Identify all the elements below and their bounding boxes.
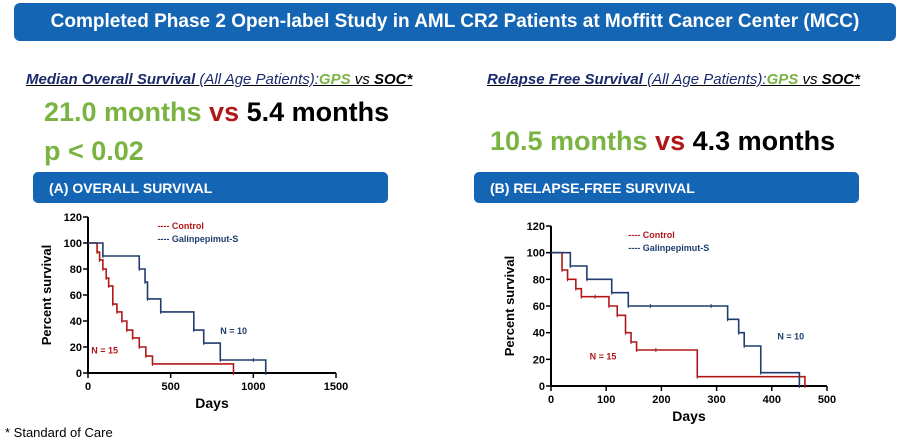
b-series-galinpepimut-line (551, 251, 801, 386)
a-y-tick-label: 40 (70, 316, 82, 328)
a-x-tick-label: 1500 (324, 381, 348, 393)
left-header: Median Overall Survival (All Age Patient… (26, 71, 412, 88)
right-header-gps: GPS (766, 71, 799, 88)
b-y-tick-label: 120 (527, 221, 545, 233)
left-result-soc: 5.4 months (246, 97, 390, 127)
a-annotation: N = 10 (220, 326, 247, 336)
a-y-tick-label: 120 (64, 212, 82, 224)
left-header-vs: vs (350, 71, 374, 88)
a-series-galinpepimut-line (88, 242, 267, 373)
a-y-tick-label: 100 (64, 238, 82, 250)
right-header: Relapse Free Survival (All Age Patients)… (487, 71, 860, 88)
b-y-axis-label: Percent survival (502, 256, 517, 356)
a-y-tick-label: 60 (70, 290, 82, 302)
a-x-tick-label: 1000 (241, 381, 265, 393)
a-x-tick-label: 0 (85, 381, 91, 393)
b-x-tick-label: 100 (597, 394, 615, 406)
b-y-tick-label: 0 (539, 381, 545, 393)
b-x-tick-label: 500 (818, 394, 836, 406)
left-header-soc: SOC* (373, 71, 413, 88)
b-annotation: N = 15 (590, 351, 617, 361)
right-result-vs: vs (647, 126, 693, 156)
footnote: * Standard of Care (5, 425, 113, 440)
b-y-tick-label: 40 (533, 328, 545, 340)
a-legend-entry: ---- Galinpepimut-S (157, 234, 238, 244)
left-header-paren: (All Age Patients): (199, 71, 319, 88)
right-result-gps: 10.5 months (490, 126, 648, 156)
a-y-tick-label: 0 (76, 368, 82, 380)
left-header-title: Median Overall Survival (26, 71, 196, 88)
b-x-axis-label: Days (672, 408, 706, 424)
p-value: p < 0.02 (44, 136, 144, 166)
right-header-vs: vs (798, 71, 822, 88)
a-legend-entry: ---- Control (157, 221, 203, 231)
left-result-gps: 21.0 months (44, 97, 202, 127)
panel-b-title: (B) RELAPSE-FREE SURVIVAL (474, 172, 859, 203)
a-x-axis-label: Days (195, 395, 229, 411)
right-result-soc: 4.3 months (692, 126, 836, 156)
b-series-control-line (551, 251, 806, 386)
a-y-axis-label: Percent survival (39, 245, 54, 345)
b-y-tick-label: 60 (533, 301, 545, 313)
b-x-tick-label: 300 (707, 394, 725, 406)
a-x-tick-label: 500 (161, 381, 179, 393)
b-x-tick-label: 0 (548, 394, 554, 406)
b-legend-entry: ---- Control (628, 230, 674, 240)
panel-a-title: (A) OVERALL SURVIVAL (33, 172, 388, 203)
right-result: 10.5 months vs 4.3 months (490, 126, 835, 157)
right-header-soc: SOC* (821, 71, 860, 88)
b-y-tick-label: 20 (533, 354, 545, 366)
left-result: 21.0 months vs 5.4 months (44, 97, 389, 128)
b-y-tick-label: 80 (533, 274, 545, 286)
a-annotation: N = 15 (91, 346, 118, 356)
b-x-tick-label: 200 (652, 394, 670, 406)
b-annotation: N = 10 (777, 331, 804, 341)
left-header-gps: GPS (318, 71, 351, 88)
b-x-tick-label: 400 (763, 394, 781, 406)
a-y-tick-label: 80 (70, 264, 82, 276)
title-banner: Completed Phase 2 Open-label Study in AM… (14, 3, 896, 41)
right-header-paren: (All Age Patients): (647, 71, 767, 88)
b-y-tick-label: 100 (527, 248, 545, 260)
left-result-vs: vs (201, 97, 247, 127)
b-legend-entry: ---- Galinpepimut-S (628, 243, 709, 253)
a-y-tick-label: 20 (70, 342, 82, 354)
right-header-title: Relapse Free Survival (487, 71, 643, 88)
